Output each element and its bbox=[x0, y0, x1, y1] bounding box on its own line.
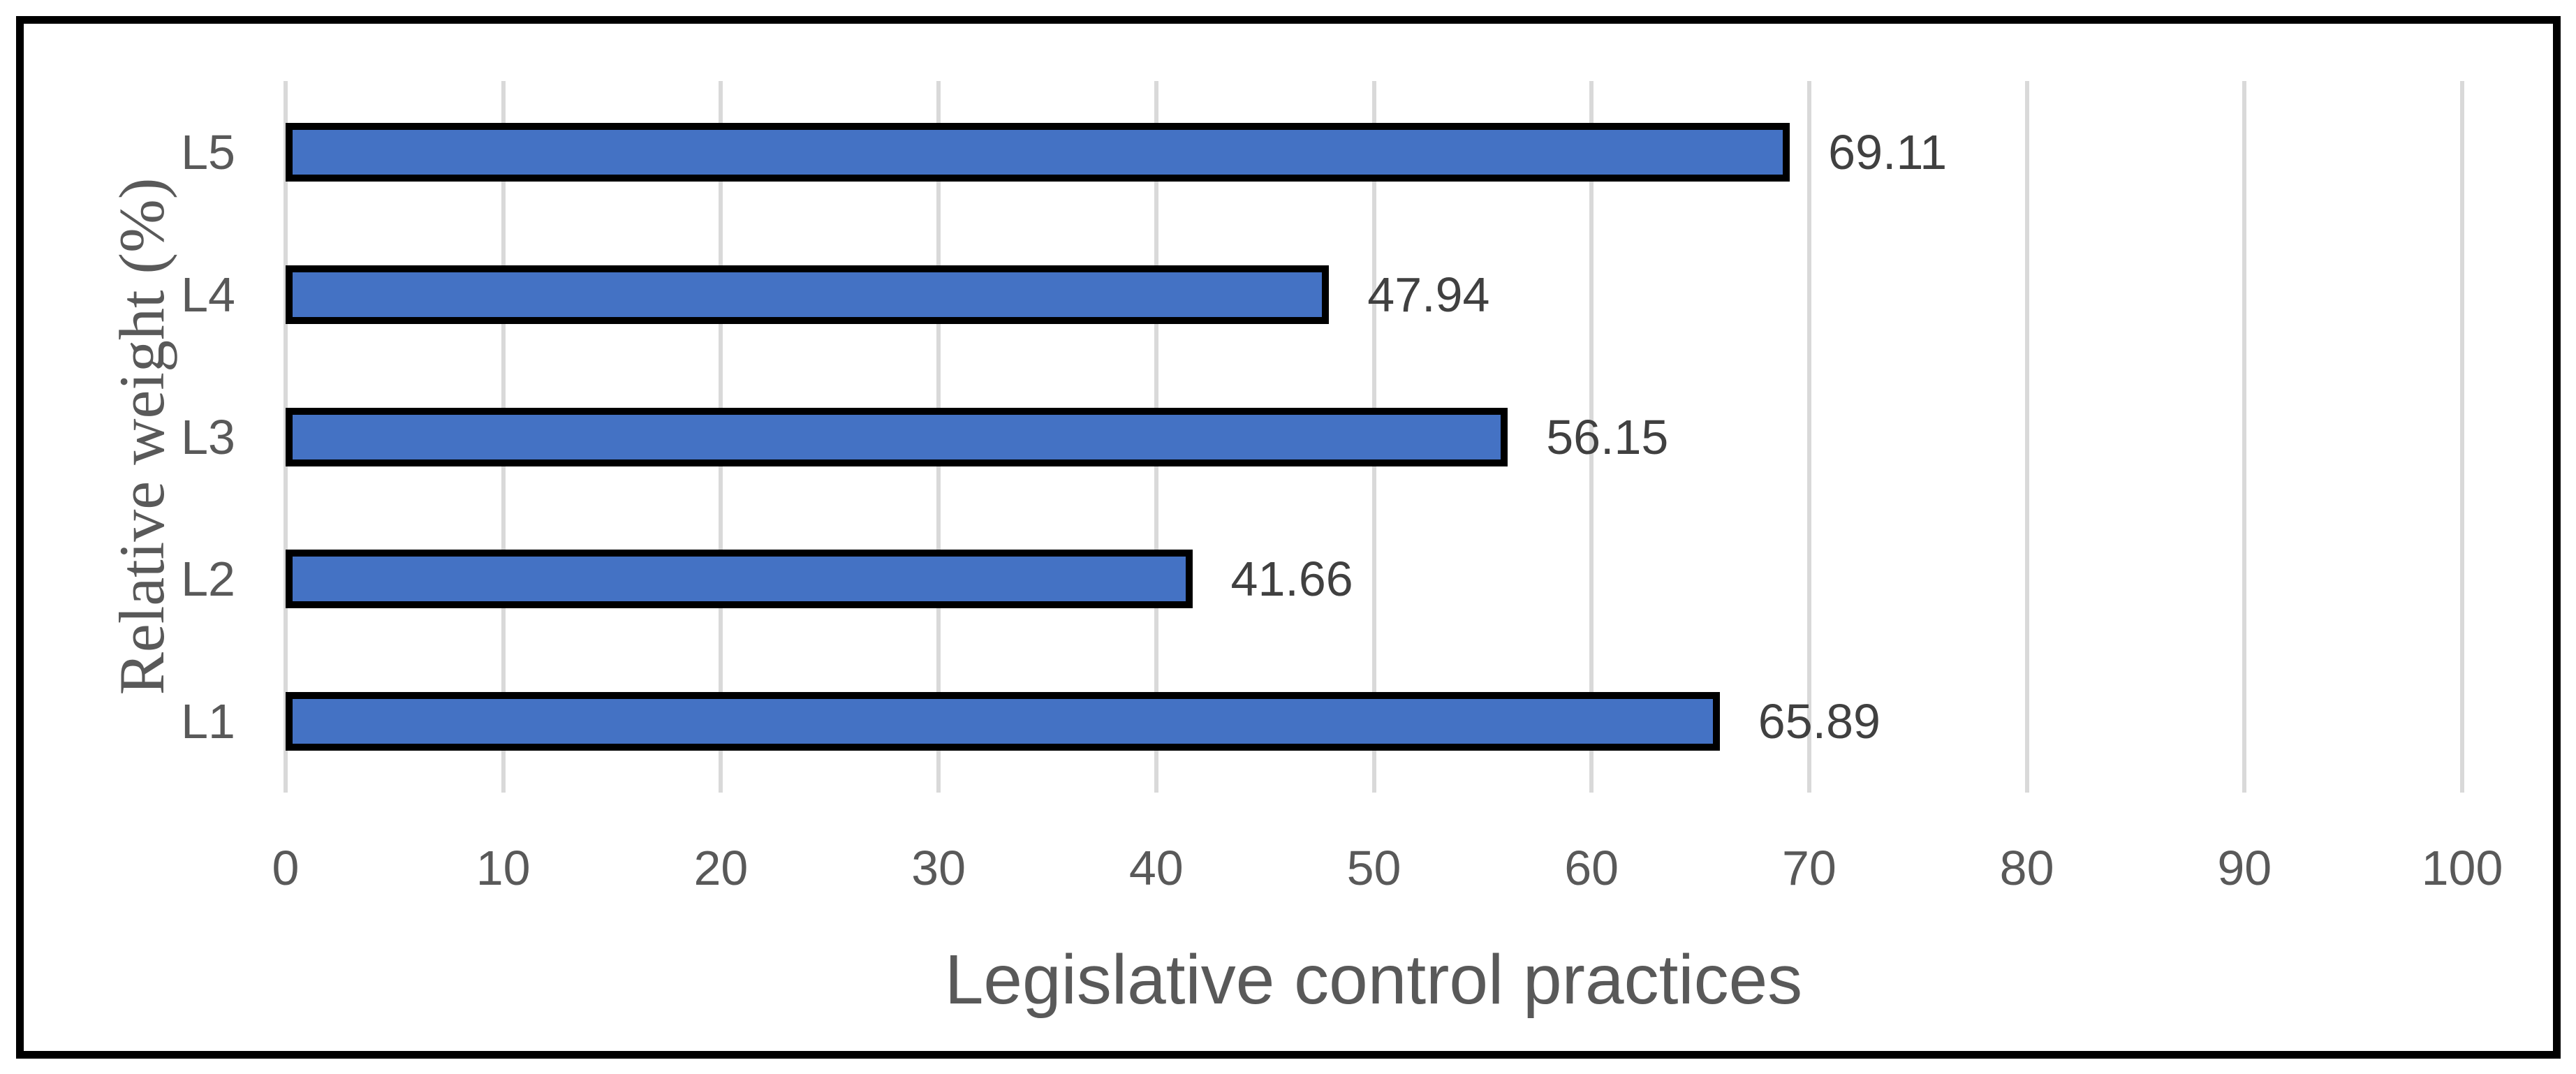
data-label-L1: 65.89 bbox=[1758, 694, 1881, 749]
category-label-L4: L4 bbox=[181, 267, 235, 322]
category-label-L3: L3 bbox=[181, 409, 235, 464]
bar-L3 bbox=[286, 407, 1508, 466]
gridline-60 bbox=[1589, 81, 1594, 793]
x-tick-label-40: 40 bbox=[1128, 841, 1184, 895]
category-label-L5: L5 bbox=[181, 124, 235, 179]
x-tick-label-100: 100 bbox=[2421, 841, 2503, 895]
x-tick-label-20: 20 bbox=[693, 841, 749, 895]
x-tick-label-70: 70 bbox=[1781, 841, 1837, 895]
gridline-100 bbox=[2460, 81, 2464, 793]
category-label-L2: L2 bbox=[181, 552, 235, 607]
x-tick-label-90: 90 bbox=[2217, 841, 2272, 895]
gridline-80 bbox=[2024, 81, 2029, 793]
bar-L2 bbox=[286, 550, 1193, 609]
x-tick-label-10: 10 bbox=[476, 841, 531, 895]
data-label-L4: 47.94 bbox=[1367, 267, 1490, 322]
gridline-90 bbox=[2242, 81, 2247, 793]
bar-L4 bbox=[286, 265, 1330, 324]
x-axis-title: Legislative control practices bbox=[944, 941, 1803, 1019]
data-label-L5: 69.11 bbox=[1828, 124, 1948, 179]
gridline-70 bbox=[1806, 81, 1811, 793]
x-tick-label-30: 30 bbox=[911, 841, 966, 895]
x-tick-label-50: 50 bbox=[1346, 841, 1401, 895]
data-label-L3: 56.15 bbox=[1546, 409, 1669, 464]
y-axis-title: Relative weight (%) bbox=[106, 177, 177, 696]
bar-L5 bbox=[286, 122, 1790, 182]
chart-outer-frame bbox=[16, 16, 2561, 1059]
x-tick-label-80: 80 bbox=[1999, 841, 2054, 895]
data-label-L2: 41.66 bbox=[1230, 552, 1353, 607]
category-label-L1: L1 bbox=[181, 694, 235, 749]
bar-L1 bbox=[286, 692, 1720, 751]
x-tick-label-0: 0 bbox=[272, 841, 300, 895]
x-tick-label-60: 60 bbox=[1564, 841, 1619, 895]
